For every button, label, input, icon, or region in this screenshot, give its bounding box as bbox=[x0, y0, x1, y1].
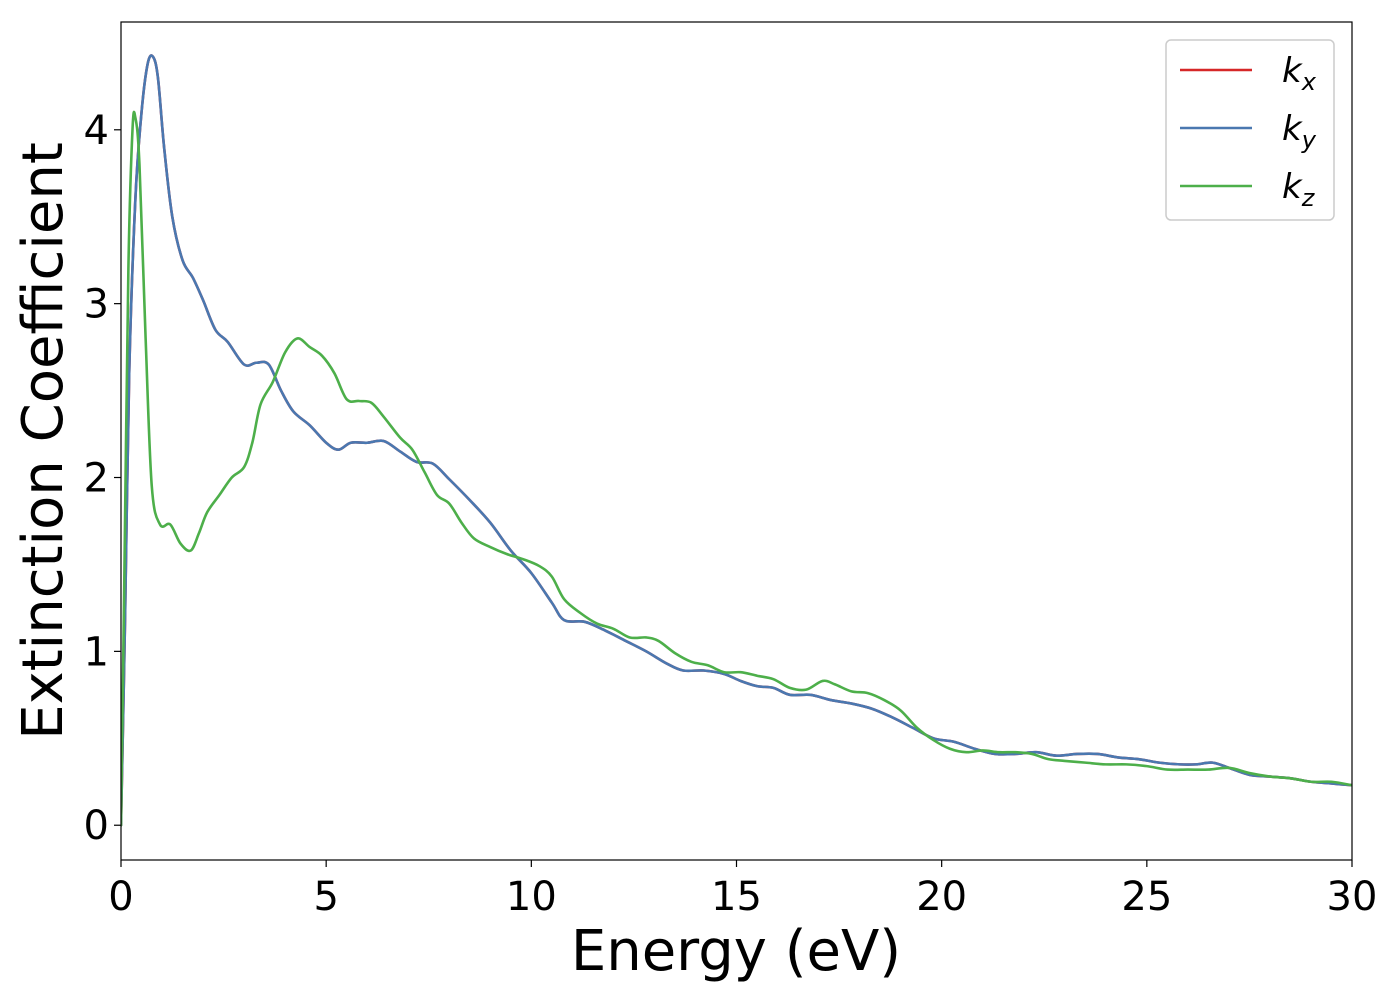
y-axis: 0 1 2 3 4 bbox=[84, 108, 121, 849]
y-tick-label: 2 bbox=[84, 456, 109, 502]
y-axis-title: Extinction Coefficient bbox=[11, 142, 76, 740]
legend-label-kz: kz bbox=[1282, 167, 1316, 212]
legend-box bbox=[1165, 39, 1335, 221]
x-axis: 0 5 10 15 20 25 30 bbox=[108, 860, 1377, 920]
legend-label-subscript: x bbox=[1301, 68, 1317, 96]
y-tick-label: 3 bbox=[84, 282, 109, 328]
legend-label-base: k bbox=[1282, 51, 1303, 91]
legend-label-subscript: y bbox=[1301, 126, 1317, 154]
legend-label-base: k bbox=[1282, 167, 1303, 207]
series-layer bbox=[121, 54, 1352, 827]
x-tick-label: 30 bbox=[1327, 874, 1378, 920]
x-tick-label: 5 bbox=[313, 874, 338, 920]
y-tick-label: 0 bbox=[84, 803, 109, 849]
legend-label-subscript: z bbox=[1301, 184, 1316, 212]
y-tick-label: 4 bbox=[84, 108, 109, 154]
x-tick-label: 25 bbox=[1121, 874, 1172, 920]
legend-label-base: k bbox=[1282, 109, 1303, 149]
x-axis-title: Energy (eV) bbox=[571, 919, 901, 984]
x-tick-label: 20 bbox=[916, 874, 967, 920]
x-tick-label: 15 bbox=[711, 874, 762, 920]
y-tick-label: 1 bbox=[84, 629, 109, 675]
series-line-kz bbox=[121, 110, 1352, 827]
x-tick-label: 10 bbox=[506, 874, 557, 920]
legend-label-ky: ky bbox=[1282, 109, 1317, 154]
series-line-ky bbox=[121, 54, 1352, 827]
x-tick-label: 0 bbox=[108, 874, 133, 920]
legend-label-kx: kx bbox=[1282, 51, 1317, 96]
